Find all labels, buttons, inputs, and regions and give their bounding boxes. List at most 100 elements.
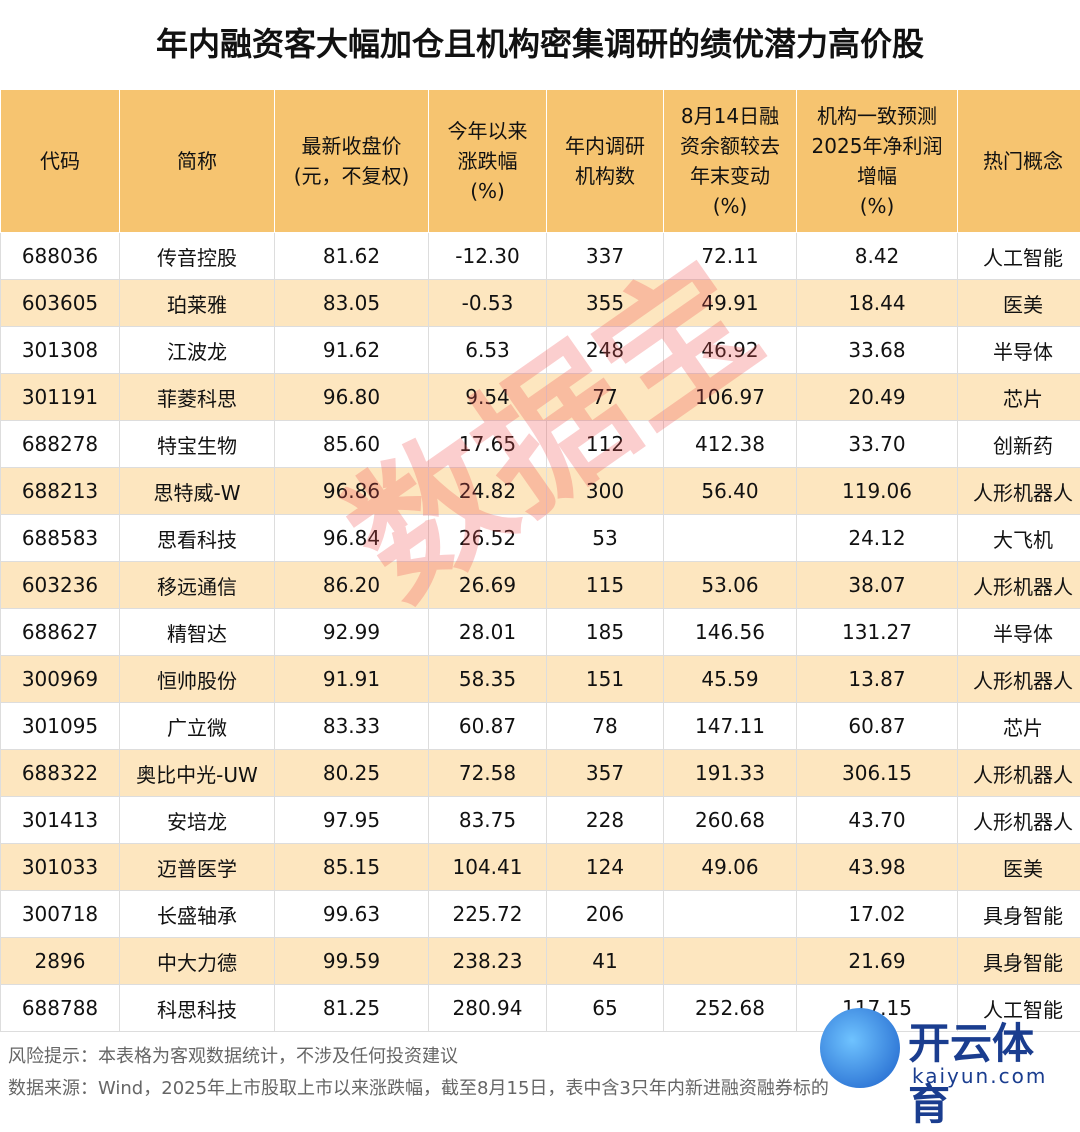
cell: 移远通信 <box>120 562 275 609</box>
cell: 104.41 <box>429 844 547 891</box>
cell: 147.11 <box>664 703 797 750</box>
cell: 85.15 <box>275 844 429 891</box>
cell: 81.62 <box>275 233 429 280</box>
cell: 603605 <box>1 280 120 327</box>
cell: 306.15 <box>797 750 958 797</box>
cell: 半导体 <box>958 609 1080 656</box>
cell <box>664 938 797 985</box>
cell: 奥比中光-UW <box>120 750 275 797</box>
cell: 81.25 <box>275 985 429 1032</box>
cell: -12.30 <box>429 233 547 280</box>
cell: 芯片 <box>958 374 1080 421</box>
cell: 43.70 <box>797 797 958 844</box>
cell: 科思科技 <box>120 985 275 1032</box>
cell: 58.35 <box>429 656 547 703</box>
column-header: 8月14日融 资余额较去 年末变动 (%) <box>664 90 797 233</box>
cell: 56.40 <box>664 468 797 515</box>
cell: 菲菱科思 <box>120 374 275 421</box>
cell: 21.69 <box>797 938 958 985</box>
cell: 17.02 <box>797 891 958 938</box>
logo-url: kaiyun.com <box>912 1064 1047 1088</box>
cell: 安培龙 <box>120 797 275 844</box>
cell: 45.59 <box>664 656 797 703</box>
cell: 91.62 <box>275 327 429 374</box>
cell: 创新药 <box>958 421 1080 468</box>
cell: 60.87 <box>797 703 958 750</box>
cell: 238.23 <box>429 938 547 985</box>
cell: 688278 <box>1 421 120 468</box>
cell: 人工智能 <box>958 233 1080 280</box>
cell: 长盛轴承 <box>120 891 275 938</box>
cell: 49.06 <box>664 844 797 891</box>
cell: 恒帅股份 <box>120 656 275 703</box>
cell: 603236 <box>1 562 120 609</box>
cell: 迈普医学 <box>120 844 275 891</box>
note: 风险提示：本表格为客观数据统计，不涉及任何投资建议 <box>8 1042 458 1068</box>
cell: 13.87 <box>797 656 958 703</box>
cell: 301413 <box>1 797 120 844</box>
cell: 人形机器人 <box>958 562 1080 609</box>
cell: 99.63 <box>275 891 429 938</box>
cell: 688583 <box>1 515 120 562</box>
cell: 特宝生物 <box>120 421 275 468</box>
cell: 2896 <box>1 938 120 985</box>
column-header: 代码 <box>1 90 120 233</box>
cell: 传音控股 <box>120 233 275 280</box>
cell: 精智达 <box>120 609 275 656</box>
cell: 252.68 <box>664 985 797 1032</box>
column-header: 机构一致预测 2025年净利润 增幅 (%) <box>797 90 958 233</box>
cell: 人形机器人 <box>958 797 1080 844</box>
cell: 具身智能 <box>958 938 1080 985</box>
cell: 24.12 <box>797 515 958 562</box>
cell: 53.06 <box>664 562 797 609</box>
cell: 83.05 <box>275 280 429 327</box>
cell: 97.95 <box>275 797 429 844</box>
cell <box>664 891 797 938</box>
logo-icon <box>820 1008 900 1088</box>
cell: 225.72 <box>429 891 547 938</box>
cell: 38.07 <box>797 562 958 609</box>
cell: 688322 <box>1 750 120 797</box>
cell: 146.56 <box>664 609 797 656</box>
cell: 20.49 <box>797 374 958 421</box>
note: 数据来源：Wind，2025年上市股取上市以来涨跌幅，截至8月15日，表中含3只… <box>8 1074 829 1100</box>
cell: 260.68 <box>664 797 797 844</box>
cell: 300969 <box>1 656 120 703</box>
page: 年内融资客大幅加仓且机构密集调研的绩优潜力高价股 代码简称最新收盘价 (元，不复… <box>0 0 1080 1106</box>
cell: 半导体 <box>958 327 1080 374</box>
cell: 江波龙 <box>120 327 275 374</box>
cell: 中大力德 <box>120 938 275 985</box>
column-header: 简称 <box>120 90 275 233</box>
cell: 357 <box>547 750 664 797</box>
cell: 医美 <box>958 844 1080 891</box>
cell: 300718 <box>1 891 120 938</box>
cell: 191.33 <box>664 750 797 797</box>
cell: 广立微 <box>120 703 275 750</box>
cell: 688213 <box>1 468 120 515</box>
cell: 185 <box>547 609 664 656</box>
column-header: 年内调研 机构数 <box>547 90 664 233</box>
cell: 124 <box>547 844 664 891</box>
cell: 43.98 <box>797 844 958 891</box>
cell: 301095 <box>1 703 120 750</box>
cell: 人形机器人 <box>958 468 1080 515</box>
column-header: 今年以来 涨跌幅 (%) <box>429 90 547 233</box>
cell: 301308 <box>1 327 120 374</box>
cell: 228 <box>547 797 664 844</box>
cell: 60.87 <box>429 703 547 750</box>
cell: 80.25 <box>275 750 429 797</box>
cell: 大飞机 <box>958 515 1080 562</box>
cell: 33.68 <box>797 327 958 374</box>
cell: 芯片 <box>958 703 1080 750</box>
cell: 119.06 <box>797 468 958 515</box>
cell: 41 <box>547 938 664 985</box>
